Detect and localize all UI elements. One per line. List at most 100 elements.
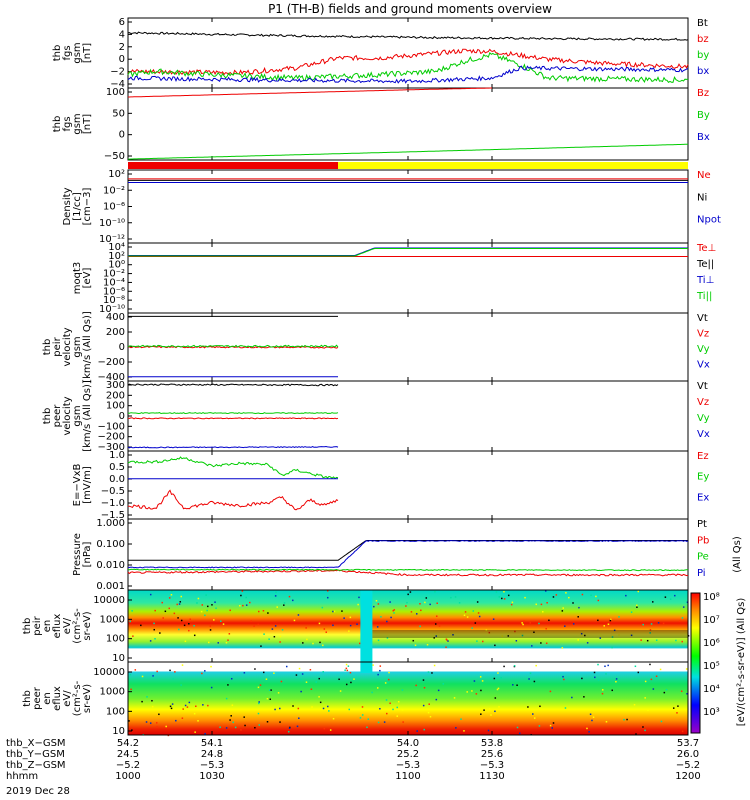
spectrogram-pixel [241,590,244,592]
spectrogram-pixel [681,640,683,643]
spectrogram-pixel [396,715,399,717]
spectrogram-pixel [488,631,491,634]
spectrogram-pixel [650,623,653,625]
spectrogram-pixel [562,607,564,609]
series-Pt [128,540,688,561]
spectrogram-pixel [215,607,217,609]
y-tick-label: 10² [108,251,125,262]
spectrogram-pixel [315,681,317,683]
spectrogram-pixel [155,722,158,724]
spectrogram-pixel [200,610,203,613]
colorbar-tick: 10⁵ [703,661,720,672]
footer-value: 1100 [395,771,420,782]
spectrogram-pixel [642,623,644,626]
spectrogram-pixel [188,629,190,632]
spectrogram-pixel [564,707,567,709]
y-tick-label: 200 [106,390,125,401]
y-axis-label-line: [cm−3] [82,188,93,226]
spectrogram-pixel [260,645,262,647]
spectrogram-pixel [181,664,184,666]
spectrogram-pixel [274,708,276,711]
legend-entry: Bx [697,132,710,143]
spectrogram-pixel [275,591,277,594]
spectrogram-pixel [636,604,638,607]
y-tick-label: 10⁻⁴ [103,277,125,288]
legend-entry: Bz [697,88,709,99]
spectrogram-pixel [388,671,390,674]
spectrogram-pixel [429,715,432,718]
spectrogram-pixel [377,673,379,676]
spectrogram-pixel [445,638,448,640]
spectrogram-pixel [195,705,197,708]
spectrogram-pixel [510,603,513,606]
spectrogram-pixel [376,687,379,689]
spectrogram-pixel [649,663,651,666]
spectrogram-pixel [494,697,497,699]
spectrogram-pixel [265,678,268,680]
spectrogram-pixel [687,635,690,637]
legend-entry: Ti⊥ [696,275,714,286]
spectrogram-pixel [516,726,519,729]
spectrogram-pixel [392,609,395,612]
series-Pe [127,568,688,572]
y-tick-label: 10000 [93,667,125,678]
spectrogram-pixel [380,616,382,618]
spectrogram-pixel [657,622,660,624]
footer-row-label: thb_X−GSM [6,738,66,749]
mode-bar-slow [338,162,688,169]
spectrogram-pixel [345,663,348,666]
legend-entry: Vx [697,360,710,371]
spectrogram-pixel [274,625,277,627]
legend-entry: bx [697,66,709,77]
spectrogram-pixel [287,730,290,733]
panel-1: 100 50 0 −50 thb fgs gsm [nT] Bz By Bx [52,87,710,162]
spectrogram-pixel [650,678,653,681]
spectrogram-pixel [555,594,558,596]
spectrogram-pixel [170,594,173,596]
footer-value: −5.2 [676,760,700,771]
legend-entry: Pi [697,568,706,579]
spectrogram-pixel [377,603,380,605]
spectrogram-pixel [450,596,452,599]
spectrogram-pixel [500,677,502,679]
y-axis-label-line: eV/ [62,617,73,634]
spectrogram-pixel [422,704,425,707]
spectrogram-pixel [605,720,608,723]
spectrogram-pixel [538,725,541,727]
spectrogram-pixel [197,720,199,722]
spectrogram-pixel [371,691,373,694]
spectrogram-pixel [686,693,688,695]
spectrogram-pixel [230,715,232,717]
spectrogram-pixel [328,710,330,712]
spectrogram-pixel [479,676,482,678]
spectrogram-pixel [310,688,313,690]
spectrogram-pixel [542,611,544,613]
series-Ti⊥ [128,247,688,256]
spectrogram-pixel [425,597,428,599]
spectrogram-pixel [636,606,638,609]
spectrogram-pixel [180,619,183,622]
spectrogram-pixel [269,698,272,701]
spectrogram-pixel [326,590,329,592]
spectrogram-pixel [344,669,346,671]
y-tick-label: −1.5 [101,510,125,521]
spectrogram-pixel [240,729,242,731]
spectrogram-pixel [206,609,208,612]
spectrogram-pixel [392,708,394,711]
y-axis-label-line: [km/s (All Qs)] [82,311,93,383]
legend-entry: Vy [697,344,710,355]
spectrogram-pixel [319,641,321,644]
spectrogram-pixel [318,677,321,680]
y-axis-label-line: peer [32,686,43,710]
spectrogram-pixel [182,708,184,710]
spectrogram-pixel [660,720,663,723]
y-axis-label-line: en [42,692,53,705]
y-tick-label: 0.0 [109,474,125,485]
spectrogram-pixel [281,628,284,631]
spectrogram-pixel [386,712,388,715]
spectrogram-pixel [375,599,378,602]
spectrogram-pixel [132,635,134,637]
panel-2: 10² 10⁻² 10⁻⁶ 10⁻¹⁰ 10⁻¹² Density [1/cc] [cm−3]… [62,169,721,245]
legend-entry: Vx [697,429,710,440]
spectrogram-pixel [298,667,301,670]
